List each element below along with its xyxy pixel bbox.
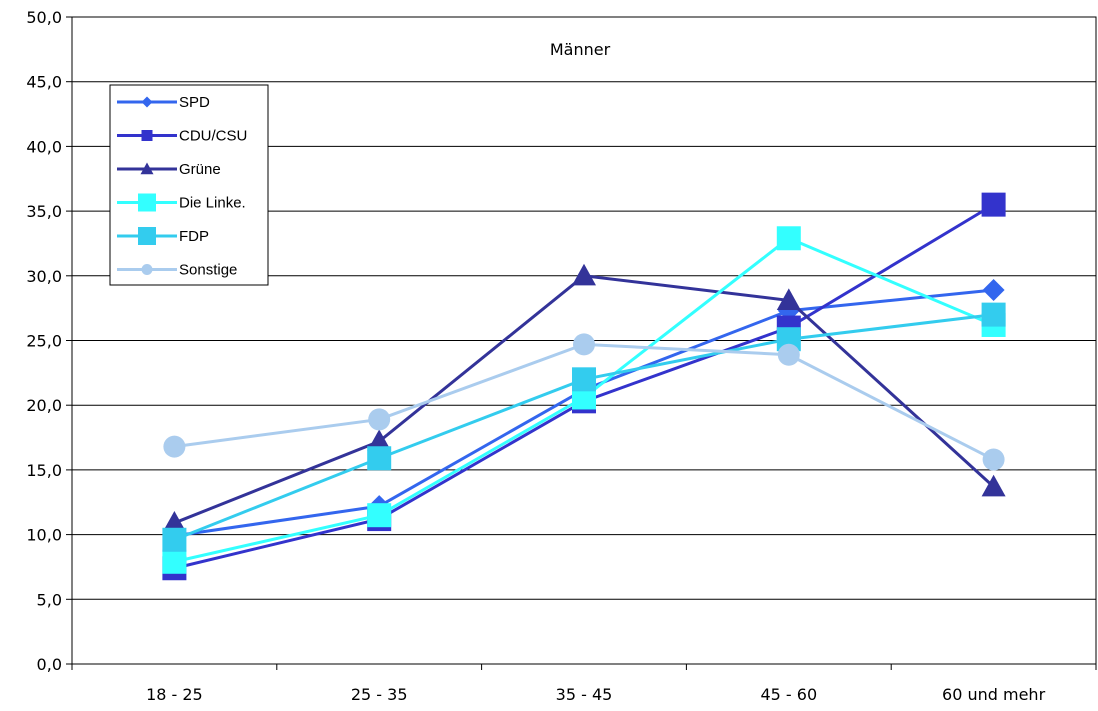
data-point	[367, 446, 392, 471]
x-axis: 18 - 25 25 - 35 35 - 45 45 - 60 60 und mehr	[71, 664, 1097, 704]
y-tick-label: 25,0	[26, 332, 62, 351]
legend-item: SPD	[117, 94, 210, 111]
data-point	[162, 510, 187, 533]
legend-marker	[141, 130, 153, 141]
legend-item: Sonstige	[117, 262, 237, 279]
legend-marker	[141, 264, 153, 275]
y-tick-label: 15,0	[26, 461, 62, 480]
data-point	[572, 263, 596, 286]
data-point	[368, 408, 391, 431]
series-group	[162, 192, 1006, 581]
data-point	[367, 429, 392, 452]
legend-item: Grüne	[117, 161, 221, 178]
y-axis: 0,0 5,0 10,0 15,0 20,0 25,0 30,0 35,0 40,0 45,0 50…	[26, 8, 72, 674]
legend-label: CDU/CSU	[179, 128, 247, 145]
data-point	[982, 448, 1005, 471]
series-gr-ne	[162, 263, 1006, 533]
data-point	[572, 367, 596, 392]
data-point	[162, 549, 187, 574]
legend: SPD CDU/CSU Grüne Die Linke. FDP Sonstige	[109, 84, 269, 286]
data-point	[163, 435, 186, 458]
legend-item: Die Linke.	[117, 193, 246, 212]
legend-label: FDP	[179, 228, 209, 245]
x-tick-label: 45 - 60	[760, 685, 817, 704]
y-tick-label: 45,0	[26, 73, 62, 92]
y-tick-label: 10,0	[26, 526, 62, 545]
data-point	[777, 343, 800, 366]
y-tick-label: 20,0	[26, 396, 62, 415]
chart-title: Männer	[550, 40, 611, 59]
series-sonstige	[163, 333, 1005, 471]
data-point	[982, 279, 1005, 302]
x-tick-label: 35 - 45	[556, 685, 613, 704]
x-tick-label: 18 - 25	[146, 685, 203, 704]
legend-label: SPD	[179, 94, 210, 111]
legend-marker	[138, 193, 156, 212]
y-tick-label: 35,0	[26, 202, 62, 221]
x-tick-label: 25 - 35	[351, 685, 408, 704]
legend-label: Grüne	[179, 161, 221, 178]
x-tick-label: 60 und mehr	[942, 685, 1046, 704]
y-tick-label: 40,0	[26, 137, 62, 156]
legend-marker	[141, 96, 153, 108]
data-point	[162, 527, 187, 552]
data-point	[776, 226, 801, 251]
data-point	[367, 503, 392, 528]
legend-box	[109, 84, 269, 286]
y-tick-label: 5,0	[37, 590, 62, 609]
data-point	[981, 192, 1006, 217]
y-tick-label: 30,0	[26, 267, 62, 286]
legend-item: FDP	[117, 227, 209, 245]
legend-label: Die Linke.	[179, 195, 246, 212]
y-tick-label: 50,0	[26, 8, 62, 27]
data-point	[981, 302, 1006, 327]
data-point	[573, 333, 595, 356]
data-point	[776, 288, 801, 310]
legend-label: Sonstige	[179, 262, 237, 279]
legend-item: CDU/CSU	[117, 128, 247, 145]
data-point	[981, 474, 1006, 497]
y-tick-label: 0,0	[37, 655, 62, 674]
legend-marker	[140, 162, 154, 175]
legend-marker	[138, 227, 156, 245]
